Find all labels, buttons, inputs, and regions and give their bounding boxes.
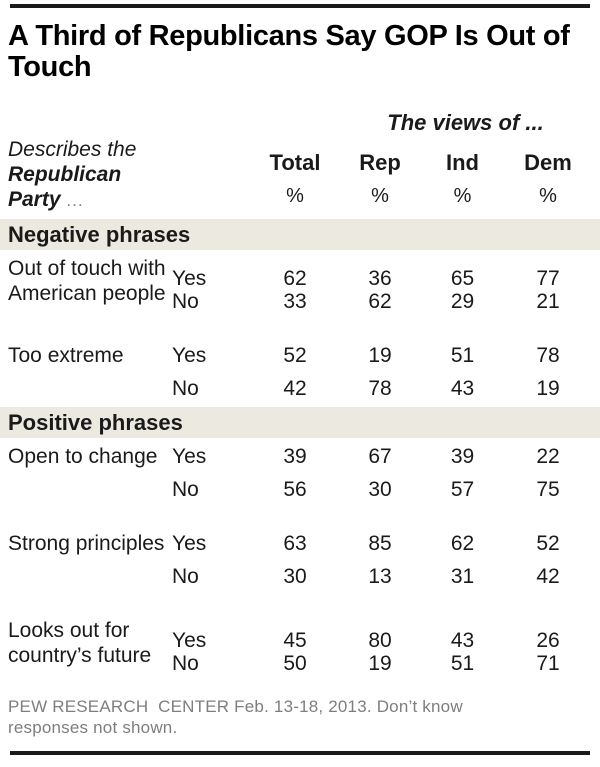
response-label-no: No [172, 651, 199, 675]
response-label-yes: Yes [172, 444, 207, 468]
response-label-yes: Yes [172, 629, 207, 652]
value-ind: 43 [450, 376, 475, 400]
phrase-label: Looks out for country’s future [8, 619, 152, 667]
value-ind: 65 [450, 267, 475, 290]
response-label-yes: Yes [172, 267, 207, 290]
value-rep: 62 [368, 289, 392, 313]
value-total: 33 [283, 289, 307, 313]
value-dem: 42 [536, 564, 560, 588]
value-total: 63 [283, 531, 307, 555]
value-rep: 19 [368, 651, 392, 675]
value-dem: 22 [536, 444, 560, 468]
phrase-label: Too extreme [8, 344, 124, 367]
value-rep: 85 [368, 531, 392, 555]
value-ind: 43 [450, 629, 475, 652]
value-ind: 29 [450, 289, 475, 313]
page-title: A Third of Republicans Say GOP Is Out of… [8, 20, 570, 83]
percent-sign: % [453, 184, 472, 207]
phrase-block-countrys-future: Looks out for country’s future Yes 45 80… [8, 614, 592, 680]
value-dem: 21 [536, 289, 560, 313]
table-row: Strong principles Yes 63 85 62 52 [8, 527, 592, 560]
bottom-rule [10, 751, 590, 755]
column-header-ind: Ind [446, 150, 479, 175]
table-row: No 42 78 43 19 [8, 372, 592, 405]
value-dem: 52 [536, 531, 560, 555]
table-row: No 30 13 31 42 [8, 560, 592, 593]
group-header: The views of ... [387, 110, 544, 135]
column-header-rep: Rep [359, 150, 401, 175]
value-ind: 31 [450, 564, 475, 588]
row-header-line1: Describes the [8, 138, 137, 161]
percent-sign: % [371, 184, 389, 207]
value-rep: 30 [368, 477, 392, 501]
response-label-no: No [172, 564, 199, 588]
value-total: 45 [283, 629, 307, 652]
phrase-label: Open to change [8, 445, 158, 468]
value-total: 56 [283, 477, 307, 501]
phrase-label: Strong principles [8, 532, 165, 555]
value-ind: 62 [450, 531, 475, 555]
response-label-no: No [172, 289, 199, 313]
table-row: No 50 19 51 71 [8, 647, 592, 680]
response-label-yes: Yes [172, 343, 207, 367]
value-rep: 67 [368, 444, 392, 468]
response-label-yes: Yes [172, 531, 207, 555]
value-ind: 57 [450, 477, 475, 501]
response-label-no: No [172, 376, 199, 400]
phrase-block-open-to-change: Open to change Yes 39 67 39 22 No 56 30 … [8, 440, 592, 506]
value-dem: 75 [536, 477, 560, 501]
top-rule [10, 4, 590, 8]
value-total: 39 [283, 444, 307, 468]
table-row: Looks out for country’s future Yes 45 80… [8, 614, 592, 667]
value-dem: 71 [536, 651, 560, 675]
row-header-ellipsis: ... [66, 191, 84, 210]
value-ind: 51 [450, 651, 475, 675]
value-dem: 77 [536, 267, 560, 290]
percent-sign: % [286, 184, 304, 207]
table-row: No 33 62 29 21 [8, 285, 592, 318]
section-header-negative: Negative phrases [0, 219, 600, 250]
column-header-dem: Dem [524, 150, 572, 175]
response-label-no: No [172, 477, 199, 501]
phrase-block-strong-principles: Strong principles Yes 63 85 62 52 No 30 … [8, 527, 592, 593]
source-note: PEW RESEARCH CENTER Feb. 13-18, 2013. Do… [8, 697, 468, 737]
value-rep: 19 [368, 343, 392, 367]
value-total: 62 [283, 267, 307, 290]
table-row: Open to change Yes 39 67 39 22 [8, 440, 592, 473]
value-total: 50 [283, 651, 307, 675]
section-header-positive: Positive phrases [0, 407, 600, 438]
value-rep: 80 [368, 629, 392, 652]
percent-sign: % [539, 184, 557, 207]
row-header-line3: Party [8, 188, 61, 211]
value-dem: 26 [536, 629, 560, 652]
table-row: Too extreme Yes 52 19 51 78 [8, 339, 592, 372]
row-header-line2: Republican [8, 163, 122, 186]
value-rep: 36 [368, 267, 392, 290]
phrase-label: Out of touch with American people [8, 257, 166, 305]
value-total: 52 [283, 343, 307, 367]
value-rep: 78 [368, 376, 392, 400]
value-dem: 19 [536, 376, 560, 400]
phrase-block-out-of-touch: Out of touch with American people Yes 62… [8, 252, 592, 318]
value-ind: 39 [450, 444, 475, 468]
row-header: Describes the Republican Party ... [8, 137, 172, 213]
column-header-total: Total [269, 150, 321, 175]
value-rep: 13 [368, 564, 392, 588]
value-total: 42 [283, 376, 307, 400]
phrase-block-too-extreme: Too extreme Yes 52 19 51 78 No 42 78 43 … [8, 339, 592, 405]
table-row: No 56 30 57 75 [8, 473, 592, 506]
pew-table-graphic: A Third of Republicans Say GOP Is Out of… [0, 4, 600, 767]
table-header: Describes the Republican Party ... The v… [8, 107, 592, 213]
value-total: 30 [283, 564, 307, 588]
value-dem: 78 [536, 343, 560, 367]
value-ind: 51 [450, 343, 475, 367]
table-row: Out of touch with American people Yes 62… [8, 252, 592, 305]
